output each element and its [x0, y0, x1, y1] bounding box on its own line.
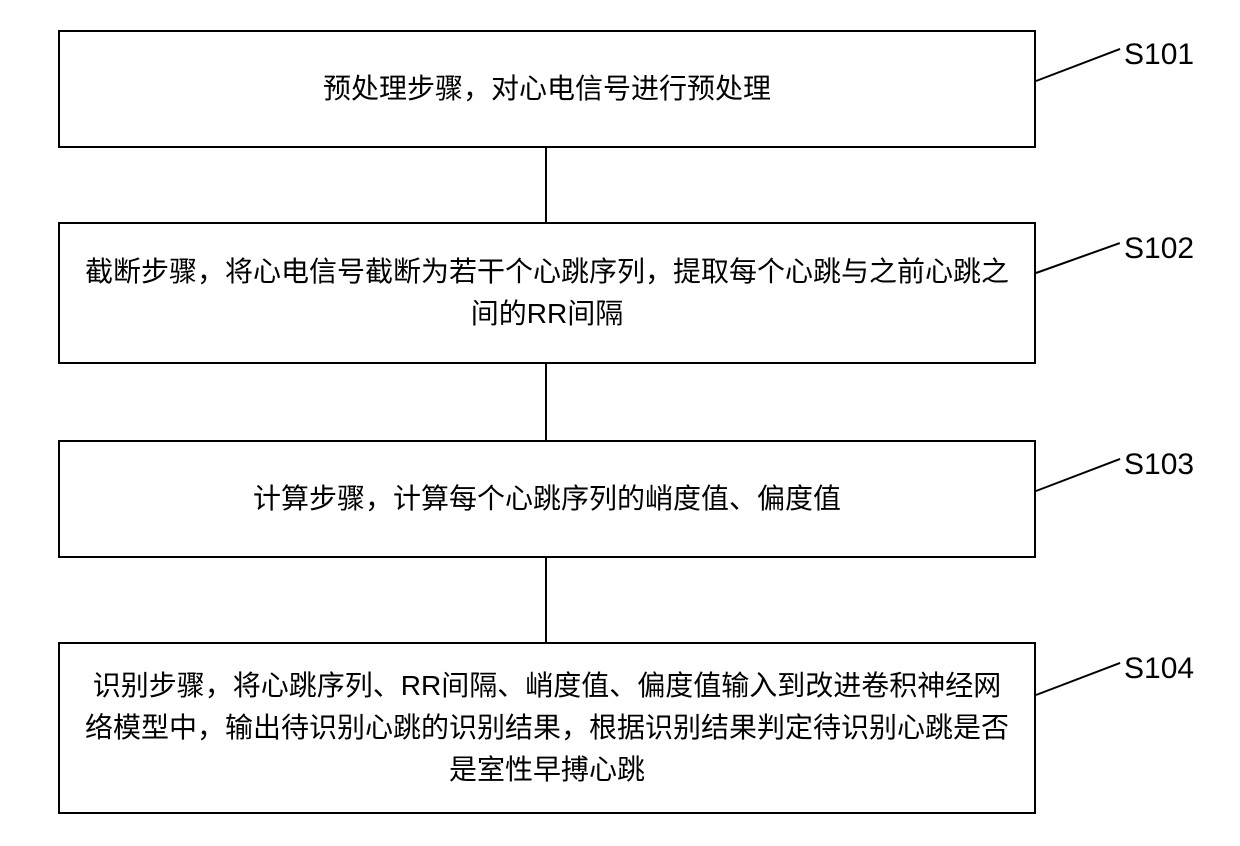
- connector-1: [545, 364, 547, 440]
- step-label-n2: S102: [1124, 232, 1194, 266]
- flow-node-text: 截断步骤，将心电信号截断为若干个心跳序列，提取每个心跳与之前心跳之间的RR间隔: [80, 251, 1014, 335]
- connector-2: [545, 558, 547, 642]
- flow-node-n4: 识别步骤，将心跳序列、RR间隔、峭度值、偏度值输入到改进卷积神经网络模型中，输出…: [58, 642, 1036, 814]
- step-label-n3: S103: [1124, 448, 1194, 482]
- flow-node-n2: 截断步骤，将心电信号截断为若干个心跳序列，提取每个心跳与之前心跳之间的RR间隔: [58, 222, 1036, 364]
- flow-node-text: 计算步骤，计算每个心跳序列的峭度值、偏度值: [253, 478, 841, 520]
- connector-0: [545, 148, 547, 222]
- flow-node-n3: 计算步骤，计算每个心跳序列的峭度值、偏度值: [58, 440, 1036, 558]
- flow-node-n1: 预处理步骤，对心电信号进行预处理: [58, 30, 1036, 148]
- leader-line: [1036, 458, 1121, 492]
- leader-line: [1036, 242, 1121, 274]
- flow-node-text: 识别步骤，将心跳序列、RR间隔、峭度值、偏度值输入到改进卷积神经网络模型中，输出…: [80, 665, 1014, 791]
- step-label-n1: S101: [1124, 38, 1194, 72]
- flow-node-text: 预处理步骤，对心电信号进行预处理: [323, 68, 771, 110]
- leader-line: [1036, 662, 1121, 696]
- step-label-n4: S104: [1124, 652, 1194, 686]
- leader-line: [1036, 48, 1121, 82]
